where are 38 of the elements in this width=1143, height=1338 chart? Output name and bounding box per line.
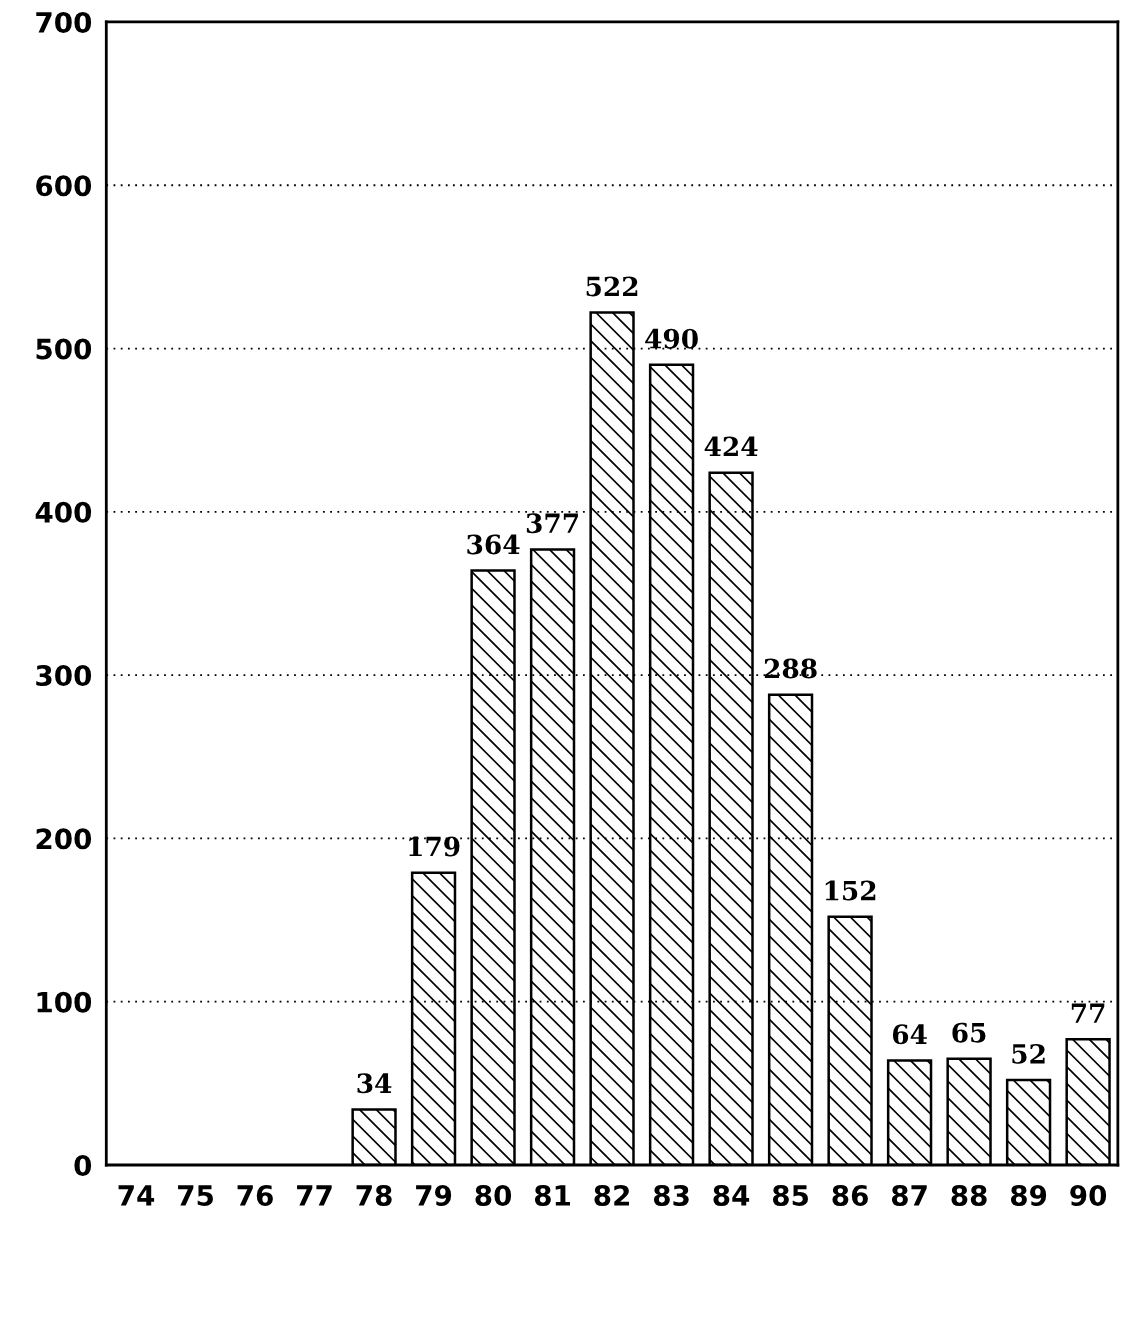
data-label: 490 bbox=[645, 328, 698, 349]
x-tick-label: 76 bbox=[237, 1184, 273, 1206]
x-tick-label: 75 bbox=[178, 1185, 213, 1206]
data-label: 522 bbox=[586, 276, 638, 297]
x-tick-label: 85 bbox=[772, 1184, 808, 1206]
x-tick-label: 88 bbox=[951, 1184, 987, 1206]
x-tick-label: 77 bbox=[297, 1185, 332, 1206]
data-label: 364 bbox=[467, 534, 520, 555]
data-label: 288 bbox=[764, 658, 817, 679]
data-label: 52 bbox=[1012, 1043, 1045, 1064]
x-tick-label: 84 bbox=[713, 1184, 750, 1206]
x-tick-label: 87 bbox=[891, 1184, 927, 1206]
data-label: 179 bbox=[409, 836, 460, 857]
x-tick-label: 83 bbox=[653, 1184, 689, 1206]
x-tick-label: 82 bbox=[594, 1184, 629, 1206]
y-tick-label: 700 bbox=[36, 11, 92, 33]
x-tick-label: 74 bbox=[118, 1185, 155, 1206]
data-label: 34 bbox=[357, 1073, 392, 1094]
x-tick-label: 80 bbox=[475, 1184, 512, 1206]
data-label: 152 bbox=[825, 880, 876, 901]
y-tick-label: 300 bbox=[36, 665, 92, 687]
y-tick-label: 400 bbox=[35, 501, 92, 523]
y-tick-label: 0 bbox=[74, 1154, 92, 1176]
data-label: 77 bbox=[1071, 1003, 1105, 1023]
data-label: 377 bbox=[526, 513, 578, 534]
x-tick-label: 86 bbox=[832, 1184, 868, 1206]
y-tick-label: 100 bbox=[37, 991, 92, 1013]
data-label: 65 bbox=[952, 1022, 986, 1043]
data-label: 424 bbox=[704, 436, 758, 457]
x-tick-label: 90 bbox=[1070, 1184, 1107, 1206]
y-tick-label: 200 bbox=[36, 828, 92, 850]
y-tick-label: 500 bbox=[36, 338, 92, 360]
x-tick-label: 78 bbox=[356, 1184, 392, 1206]
x-tick-label: 89 bbox=[1010, 1184, 1047, 1206]
y-tick-label: 600 bbox=[36, 175, 92, 197]
x-tick-label: 79 bbox=[416, 1184, 452, 1206]
data-label: 64 bbox=[892, 1024, 927, 1045]
x-tick-label: 81 bbox=[534, 1184, 570, 1206]
